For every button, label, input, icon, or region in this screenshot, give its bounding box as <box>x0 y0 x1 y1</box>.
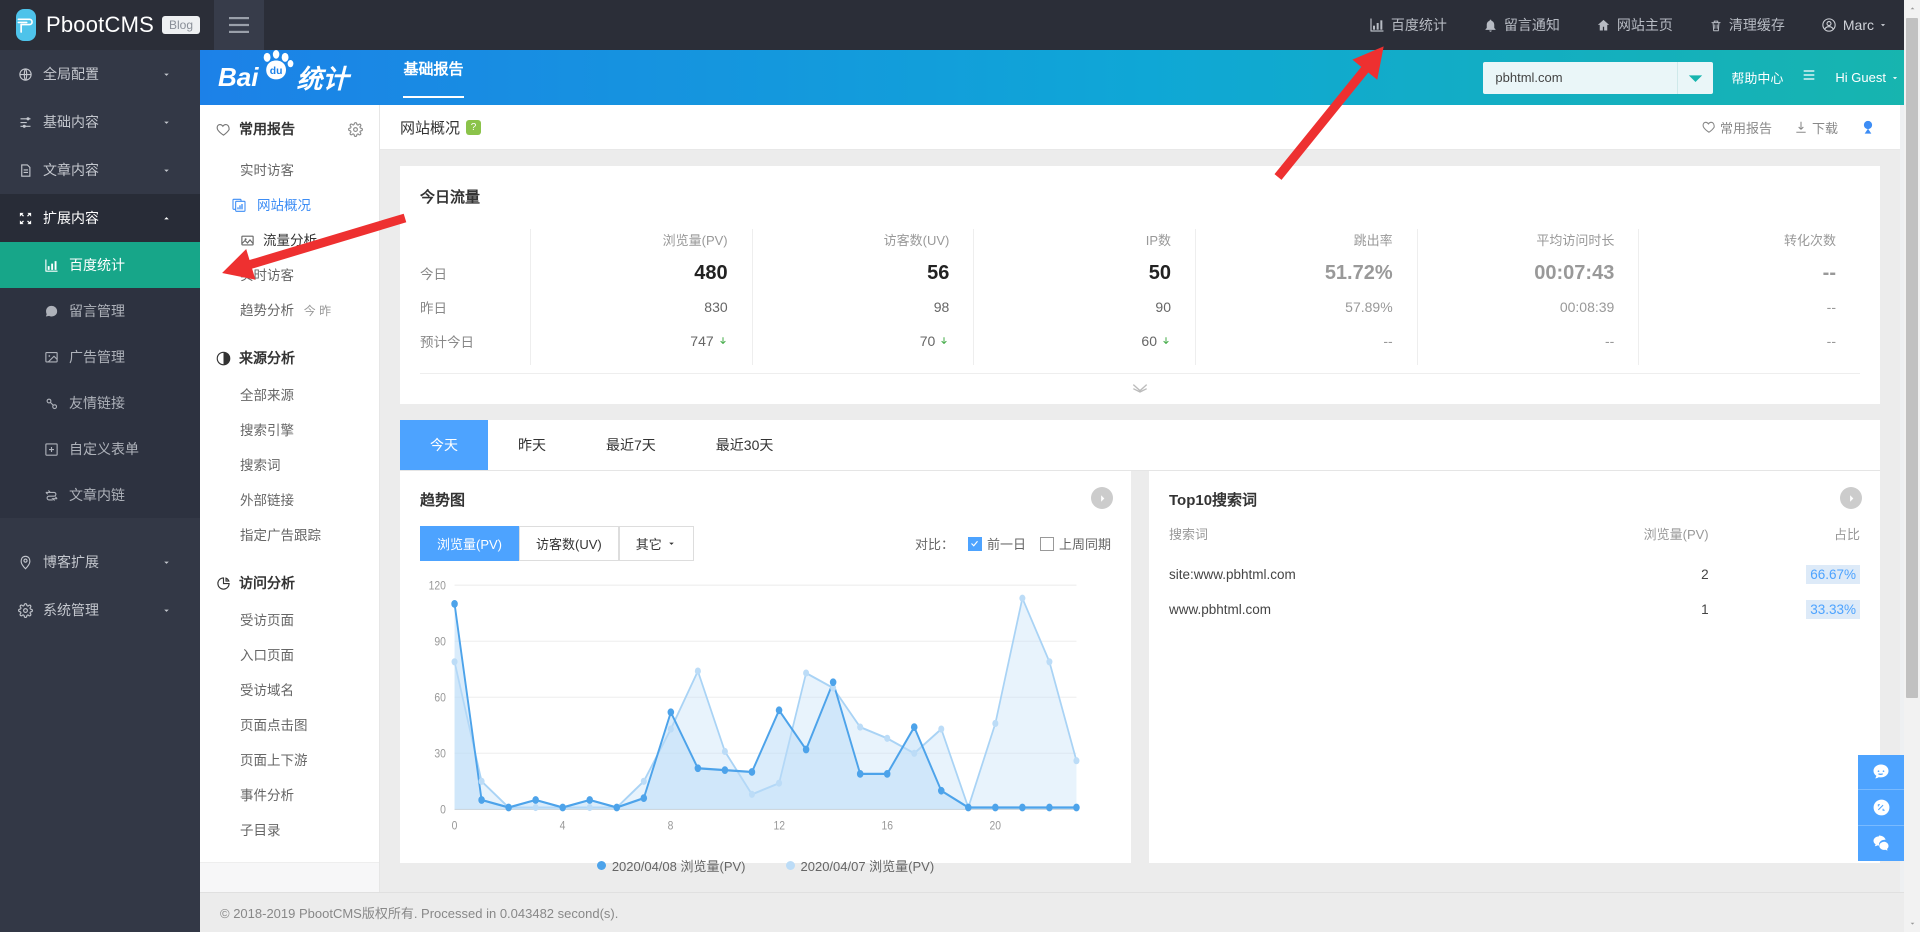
svg-text:30: 30 <box>434 748 446 761</box>
svg-text:4: 4 <box>560 820 566 833</box>
svg-text:60: 60 <box>434 692 446 705</box>
svg-text:120: 120 <box>429 580 446 593</box>
svg-text:du: du <box>270 66 283 77</box>
svg-text:0: 0 <box>440 804 446 817</box>
svg-text:16: 16 <box>882 820 894 833</box>
svg-text:90: 90 <box>434 636 446 649</box>
svg-text:20: 20 <box>989 820 1001 833</box>
svg-text:0: 0 <box>452 820 458 833</box>
svg-text:8: 8 <box>668 820 674 833</box>
svg-text:12: 12 <box>774 820 786 833</box>
